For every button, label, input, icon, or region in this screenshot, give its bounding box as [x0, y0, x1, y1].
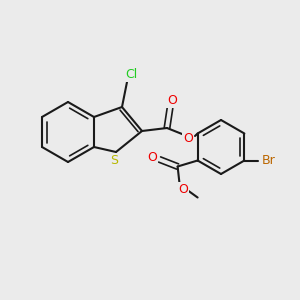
- Text: O: O: [179, 183, 189, 196]
- Text: O: O: [183, 131, 193, 145]
- Text: O: O: [167, 94, 177, 107]
- Text: S: S: [110, 154, 118, 166]
- Text: Cl: Cl: [125, 68, 137, 82]
- Text: O: O: [148, 151, 158, 164]
- Text: Br: Br: [262, 154, 275, 167]
